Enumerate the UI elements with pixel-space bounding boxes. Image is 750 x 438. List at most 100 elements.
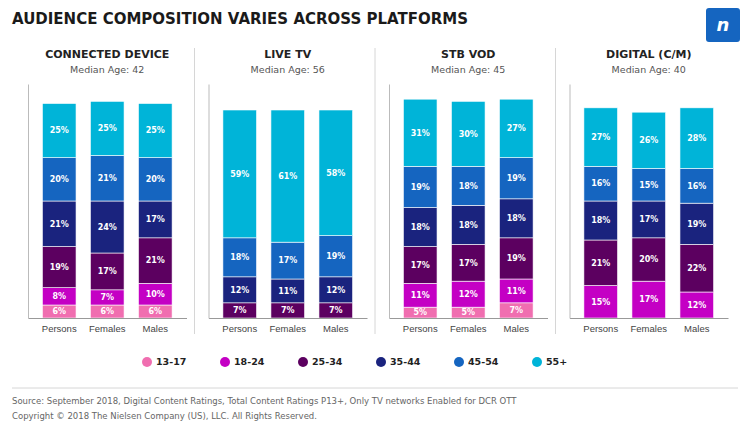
data-label: 22%	[687, 264, 706, 273]
legend-item: 18-24	[220, 356, 265, 367]
data-label: 11%	[278, 287, 297, 296]
data-label: 59%	[230, 170, 249, 179]
bars	[42, 101, 172, 318]
data-label: 16%	[591, 179, 610, 188]
x-axis: PersonsFemalesMales	[390, 318, 549, 334]
legend-item: 55+	[532, 356, 567, 367]
x-axis-line	[570, 318, 729, 319]
data-labels: 6%6%6%8%7%10%19%17%21%21%24%17%20%21%20%…	[50, 124, 165, 316]
panel-title: DIGITAL (C/M)	[606, 48, 691, 61]
x-tick: Males	[323, 318, 349, 334]
bar-segment	[499, 303, 533, 318]
bar-segment	[680, 292, 714, 318]
legend-swatch	[298, 357, 308, 367]
x-tick-label: Males	[143, 323, 169, 334]
panel-divider	[375, 48, 376, 334]
legend-label: 55+	[546, 356, 567, 367]
logo-text: n	[717, 14, 730, 35]
data-label: 11%	[507, 287, 526, 296]
panel-divider	[194, 48, 195, 334]
data-label: 24%	[98, 223, 117, 232]
bar-segment	[138, 158, 172, 201]
data-label: 61%	[278, 172, 297, 181]
legend-item: 13-17	[142, 356, 186, 367]
bars	[403, 99, 533, 318]
data-label: 5%	[461, 308, 475, 317]
data-label: 18%	[507, 214, 526, 223]
bar-segment	[319, 277, 353, 303]
y-axis	[389, 85, 390, 319]
x-tick-label: Persons	[583, 323, 618, 334]
data-label: 12%	[687, 301, 706, 310]
bar-segment	[632, 201, 666, 238]
y-axis-line	[209, 85, 210, 319]
series	[42, 156, 172, 202]
x-tick-label: Persons	[222, 323, 257, 334]
bar-segment	[584, 240, 618, 286]
bar-segment	[403, 283, 437, 307]
legend: 13-1718-2425-3435-4445-5455+	[142, 356, 567, 367]
bar-segment	[680, 169, 714, 204]
bar-segment	[680, 108, 714, 169]
data-label: 21%	[146, 256, 165, 265]
bar-segment	[223, 238, 257, 277]
x-tick-label: Males	[684, 323, 710, 334]
x-axis: Persons Females Males	[29, 318, 188, 334]
bar-segment	[138, 104, 172, 158]
data-label: 6%	[148, 307, 162, 316]
bar-segment	[42, 104, 76, 158]
data-label: 12%	[459, 290, 478, 299]
bar-segment	[451, 166, 485, 205]
chart-title: AUDIENCE COMPOSITION VARIES ACROSS PLATF…	[12, 10, 468, 28]
bar-segment	[271, 279, 305, 303]
bar-segment	[90, 156, 124, 202]
legend-label: 35-44	[390, 356, 421, 367]
bar-segment	[499, 99, 533, 157]
data-label: 20%	[639, 255, 658, 264]
data-label: 58%	[326, 169, 345, 178]
bar-segment	[271, 110, 305, 242]
bar-segment	[451, 281, 485, 307]
bar-segment	[499, 238, 533, 279]
data-label: 17%	[459, 259, 478, 268]
data-label: 7%	[329, 306, 343, 315]
x-tick-label: Females	[89, 323, 126, 334]
data-label: 7%	[281, 306, 295, 315]
footnote: Copyright © 2018 The Nielsen Company (US…	[12, 411, 317, 421]
data-label: 18%	[230, 253, 249, 262]
x-axis: Persons Females Males	[209, 318, 368, 334]
data-labels: 15%17%12%21%20%22%18%17%19%16%15%16%27%2…	[591, 133, 706, 310]
data-label: 15%	[639, 181, 658, 190]
x-tick-label: Persons	[403, 323, 438, 334]
bar-segment	[271, 303, 305, 318]
x-tick: Males	[504, 318, 530, 334]
data-label: 30%	[459, 130, 478, 139]
x-tick: Persons	[222, 318, 257, 334]
bar-segment	[403, 166, 437, 207]
chart-root: AUDIENCE COMPOSITION VARIES ACROSS PLATF…	[0, 0, 750, 438]
bar-segment	[42, 201, 76, 247]
legend-swatch	[220, 357, 230, 367]
x-tick: Females	[270, 318, 307, 334]
bar-segment	[499, 158, 533, 199]
bar-segment	[584, 166, 618, 201]
panel-title: CONNECTED DEVICE	[45, 48, 169, 61]
bar-segment	[451, 101, 485, 166]
x-tick-label: Persons	[42, 323, 77, 334]
bar-segment	[223, 303, 257, 318]
series	[42, 101, 172, 157]
y-axis-line	[28, 85, 29, 319]
x-tick-label: Males	[323, 323, 349, 334]
data-label: 17%	[639, 295, 658, 304]
bar-segment	[451, 205, 485, 244]
bar-segment	[138, 305, 172, 318]
bar-segment	[451, 244, 485, 281]
data-label: 27%	[507, 124, 526, 133]
data-label: 19%	[411, 183, 430, 192]
series	[584, 108, 714, 169]
x-tick: Persons	[583, 318, 618, 334]
bar-segment	[403, 307, 437, 318]
bar-segment	[42, 288, 76, 305]
bar-segment	[138, 201, 172, 238]
panel-subtitle: Median Age: 56	[251, 64, 325, 75]
